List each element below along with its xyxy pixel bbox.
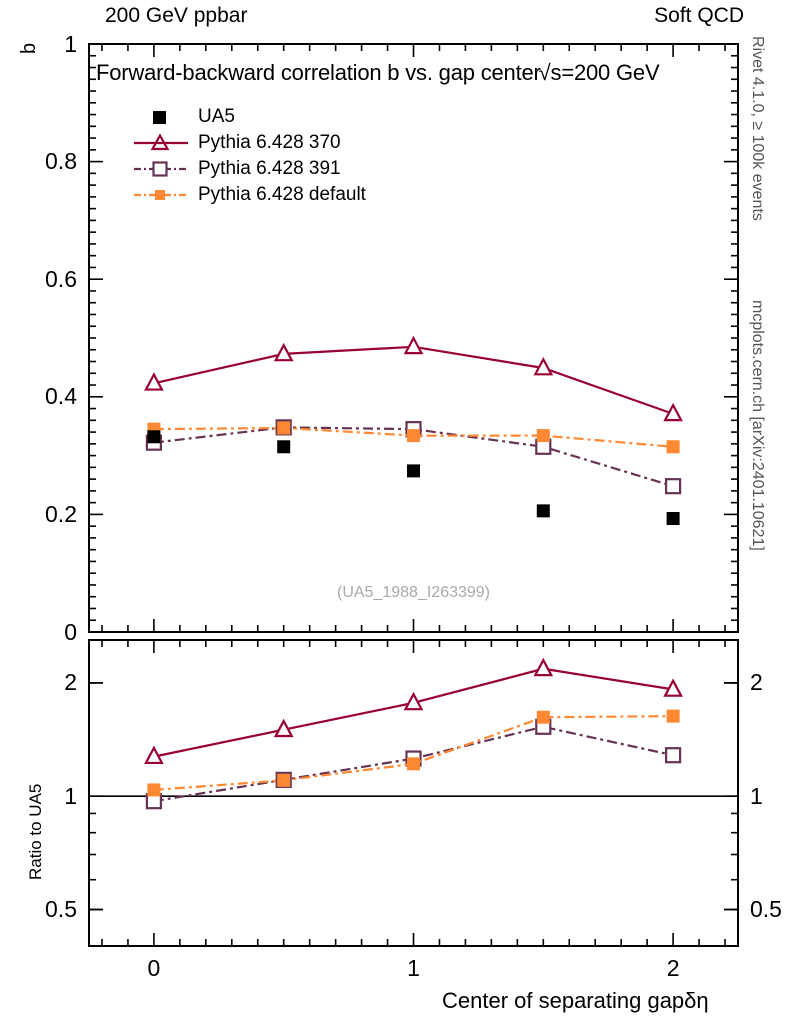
- header-right-label: Soft QCD: [654, 4, 744, 27]
- data-marker: [664, 478, 682, 495]
- ratio-y-tick-label-left: 2: [64, 669, 77, 696]
- main-y-tick-label: 0.2: [45, 500, 77, 527]
- x-axis-label-text: Center of separating gap: [442, 988, 685, 1013]
- legend: UA5 Pythia 6.428 370 Pythia 6.428 391: [132, 104, 432, 208]
- data-marker: [666, 709, 680, 723]
- data-marker: [533, 356, 554, 376]
- legend-item-2: Pythia 6.428 391: [132, 156, 432, 182]
- series-line: [153, 345, 674, 415]
- analysis-id-watermark: (UA5_1988_I263399): [337, 584, 491, 601]
- main-y-tick-label: 0.8: [45, 148, 77, 175]
- legend-label-2: Pythia 6.428 391: [198, 158, 341, 179]
- x-tick-label: 2: [666, 954, 680, 981]
- data-marker: [533, 657, 554, 677]
- data-marker: [273, 718, 294, 738]
- ratio-y-tick-label-left: 0.5: [45, 896, 77, 923]
- data-marker: [144, 745, 164, 765]
- data-marker: [407, 757, 420, 771]
- plot-title-sqrts: √s=200 GeV: [538, 60, 660, 85]
- main-y-tick-label: 0.6: [45, 265, 77, 292]
- data-marker: [277, 773, 291, 787]
- data-marker: [663, 402, 683, 422]
- legend-key-pythia391: [132, 157, 190, 181]
- series-line: [153, 667, 674, 758]
- data-marker: [664, 747, 682, 764]
- ratio-y-tick-label-right: 2: [750, 669, 763, 696]
- legend-item-1: Pythia 6.428 370: [132, 130, 432, 156]
- x-axis-label-symbol: δη: [684, 988, 709, 1013]
- data-marker: [277, 421, 291, 435]
- data-marker: [407, 429, 420, 443]
- header-left-label: 200 GeV ppbar: [105, 4, 248, 27]
- ratio-y-tick-label-left: 1: [64, 782, 77, 809]
- legend-key-pythia-default: [132, 183, 190, 207]
- plot-title-main: Forward-backward correlation b vs. gap c…: [96, 60, 541, 85]
- data-marker: [536, 710, 550, 724]
- data-marker: [403, 335, 424, 355]
- ratio-y-tick-label-right: 0.5: [750, 896, 782, 923]
- data-marker: [663, 678, 683, 697]
- data-marker: [403, 691, 424, 711]
- ratio-y-tick-label-right: 1: [750, 782, 763, 809]
- data-marker: [147, 783, 161, 797]
- data-marker: [666, 512, 680, 526]
- ratio-panel-frame: [88, 639, 739, 947]
- data-marker: [144, 372, 164, 391]
- x-axis-label: Center of separating gapδη: [442, 988, 709, 1014]
- data-marker: [407, 464, 420, 478]
- legend-key-pythia370: [132, 131, 190, 155]
- legend-item-3: Pythia 6.428 default: [132, 182, 432, 208]
- x-tick-label: 1: [407, 954, 420, 981]
- plot-title: Forward-backward correlation b vs. gap c…: [96, 60, 660, 86]
- legend-key-ua5: [132, 105, 190, 129]
- data-marker: [666, 440, 680, 454]
- data-marker: [147, 430, 161, 444]
- main-y-tick-label: 0: [64, 618, 77, 645]
- main-y-tick-label: 0.4: [45, 383, 77, 410]
- data-marker: [277, 440, 291, 454]
- x-tick-label: 0: [147, 954, 161, 981]
- legend-label-1: Pythia 6.428 370: [198, 132, 341, 153]
- data-marker: [273, 342, 294, 362]
- data-marker: [536, 504, 550, 518]
- legend-label-0: UA5: [198, 106, 235, 127]
- legend-item-0: UA5: [132, 104, 432, 130]
- series-line: [153, 725, 674, 803]
- legend-label-3: Pythia 6.428 default: [198, 184, 366, 205]
- data-marker: [536, 429, 550, 443]
- main-y-tick-label: 1: [64, 30, 77, 57]
